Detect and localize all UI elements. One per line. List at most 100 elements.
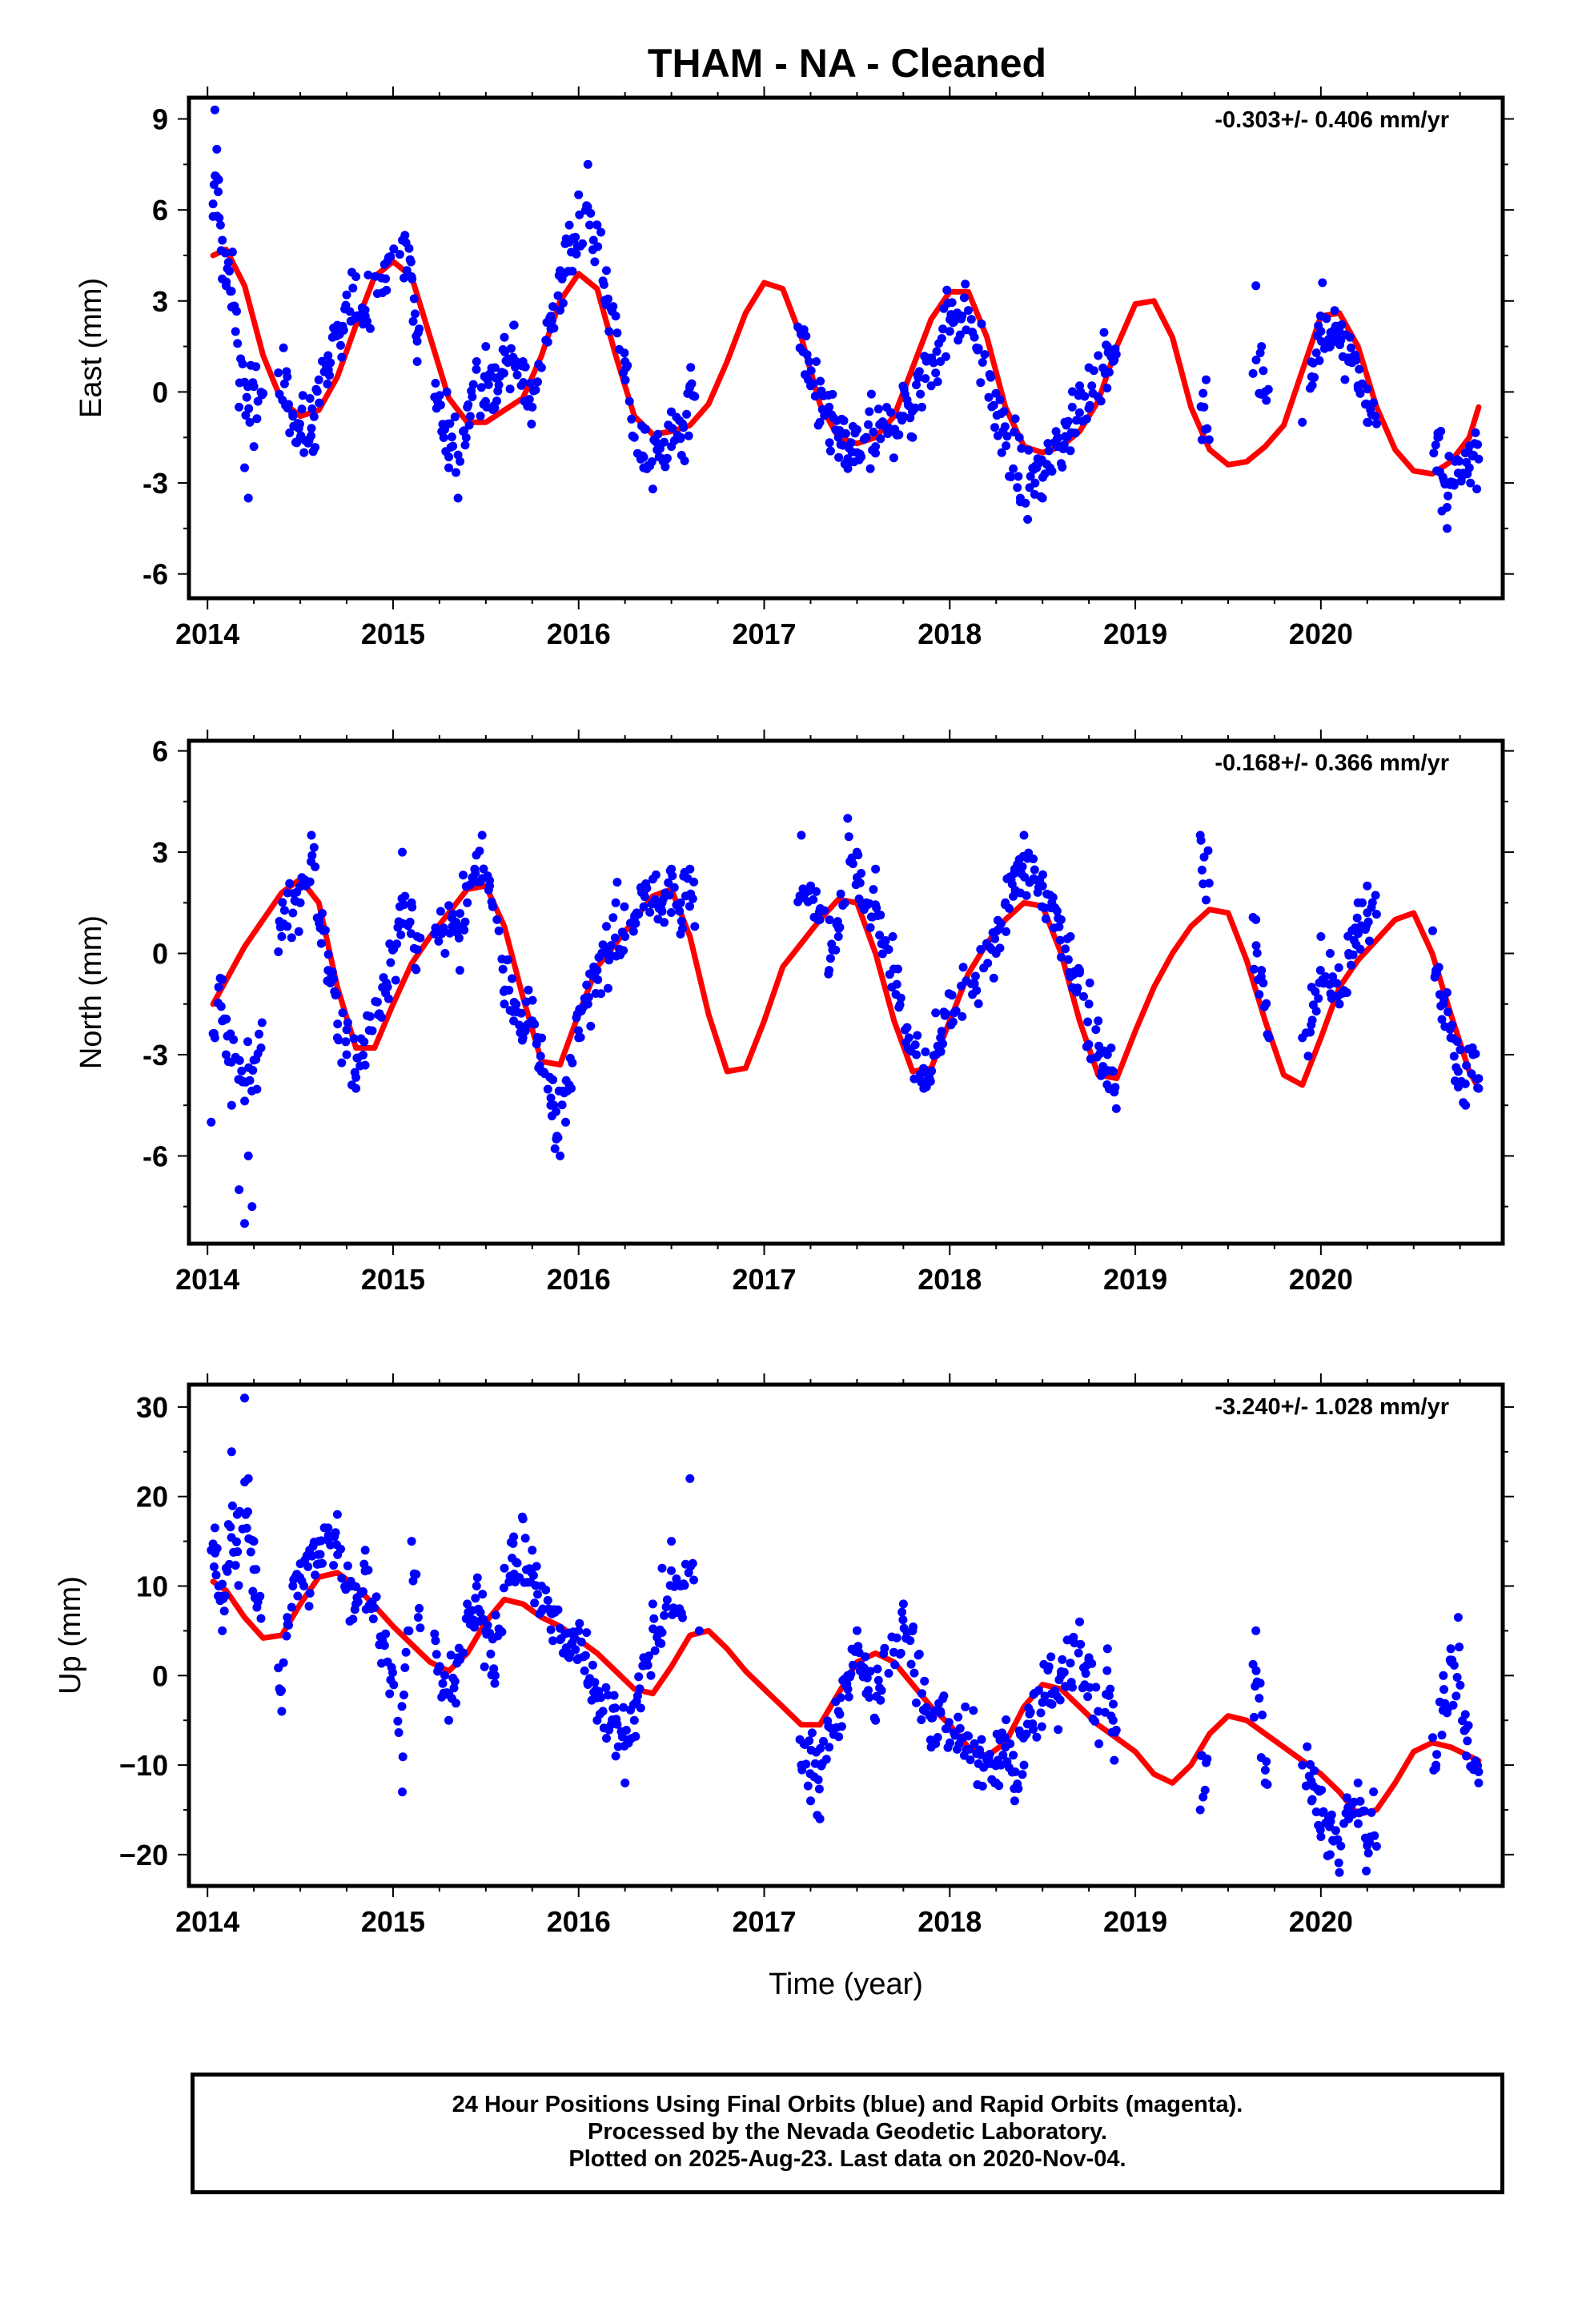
east-daily-position (933, 377, 942, 387)
north-daily-position (1055, 935, 1065, 945)
north-daily-position (1452, 1037, 1462, 1046)
north-daily-position (307, 850, 317, 860)
up-daily-position (412, 1570, 421, 1579)
east-daily-position (253, 396, 263, 406)
east-daily-position (955, 330, 965, 340)
up-daily-position (1010, 1767, 1020, 1776)
east-daily-position (853, 425, 861, 434)
north-daily-position (279, 919, 288, 929)
east-daily-position (558, 299, 568, 308)
up-daily-position (1054, 1675, 1064, 1685)
up-daily-position (360, 1546, 370, 1555)
up-daily-position (538, 1604, 548, 1614)
up-x-tick-label: 2014 (175, 1905, 239, 1938)
north-daily-position (910, 1040, 920, 1050)
up-daily-position (332, 1510, 342, 1519)
north-daily-position (1091, 1025, 1101, 1035)
up-daily-position (1263, 1779, 1272, 1789)
up-daily-position (1331, 1826, 1340, 1835)
north-daily-position (396, 930, 406, 939)
up-daily-position (1000, 1733, 1010, 1743)
north-daily-position (398, 847, 407, 857)
east-daily-position (1058, 462, 1067, 472)
north-daily-position (987, 945, 997, 955)
up-daily-position (1342, 1793, 1351, 1803)
up-daily-position (928, 1713, 938, 1723)
up-daily-position (1075, 1617, 1084, 1626)
north-daily-position (1252, 948, 1262, 958)
east-daily-position (1355, 364, 1364, 374)
north-fit-layer (210, 876, 1482, 1092)
east-daily-position (543, 337, 552, 347)
north-daily-position (1111, 1104, 1121, 1113)
north-daily-position (797, 830, 806, 840)
up-daily-position (1334, 1858, 1343, 1868)
north-daily-position (857, 869, 866, 878)
north-y-tick-label: 6 (152, 735, 168, 768)
north-daily-position (222, 1015, 231, 1023)
north-daily-position (813, 915, 823, 925)
east-daily-position (914, 367, 924, 376)
up-daily-position (602, 1734, 611, 1743)
east-y-tick-label: -3 (143, 467, 168, 500)
east-x-tick-label: 2017 (732, 617, 796, 650)
north-daily-position (492, 915, 502, 924)
up-daily-position (966, 1755, 975, 1764)
north-daily-position (279, 906, 289, 915)
north-daily-position (557, 1100, 567, 1110)
north-daily-position (455, 966, 464, 975)
up-daily-position (1336, 1841, 1346, 1851)
north-daily-position (1002, 927, 1011, 936)
north-daily-position (517, 1035, 527, 1045)
up-daily-position (807, 1728, 817, 1738)
east-daily-position (307, 424, 316, 433)
up-daily-position (1110, 1755, 1119, 1765)
east-daily-position (533, 377, 542, 387)
east-daily-position (942, 285, 952, 295)
up-daily-position (1370, 1831, 1379, 1840)
north-daily-position (436, 907, 445, 916)
up-daily-position (1036, 1708, 1046, 1718)
north-daily-position (454, 933, 464, 943)
up-daily-position (370, 1603, 379, 1612)
north-daily-position (329, 974, 339, 983)
up-daily-position (1200, 1785, 1210, 1795)
up-daily-position (450, 1677, 460, 1686)
north-daily-position (278, 898, 287, 907)
east-daily-position (382, 285, 391, 295)
up-daily-position (813, 1811, 822, 1820)
east-daily-position (348, 283, 358, 293)
north-daily-position (546, 1093, 556, 1103)
up-daily-position (844, 1692, 853, 1702)
up-daily-position (1432, 1750, 1442, 1759)
east-daily-position (363, 316, 372, 326)
up-daily-position (576, 1637, 586, 1647)
up-daily-position (416, 1623, 425, 1633)
north-daily-position (274, 947, 283, 956)
north-daily-position (1452, 1063, 1461, 1072)
east-daily-position (225, 267, 234, 275)
north-daily-position (881, 936, 890, 945)
east-daily-position (549, 324, 559, 333)
north-daily-position (536, 1051, 545, 1061)
north-daily-position (1348, 950, 1358, 959)
east-daily-position (989, 400, 998, 410)
east-daily-position (679, 423, 689, 432)
up-daily-position (985, 1750, 994, 1759)
east-daily-position (1263, 384, 1273, 394)
up-daily-position (1462, 1751, 1472, 1761)
north-daily-position (459, 870, 468, 880)
north-y-tick-label: -6 (143, 1140, 168, 1172)
up-daily-position (843, 1684, 853, 1694)
up-daily-position (1059, 1667, 1069, 1677)
north-y-tick-label: 3 (152, 836, 168, 869)
up-daily-position (680, 1581, 689, 1590)
up-daily-position (231, 1561, 240, 1570)
up-daily-position (814, 1784, 824, 1794)
north-daily-position (1474, 1074, 1484, 1084)
north-daily-position (1110, 1083, 1120, 1092)
east-daily-position (464, 420, 474, 430)
north-daily-position (970, 971, 980, 981)
north-x-tick-label: 2017 (732, 1263, 796, 1296)
up-daily-position (688, 1558, 697, 1568)
